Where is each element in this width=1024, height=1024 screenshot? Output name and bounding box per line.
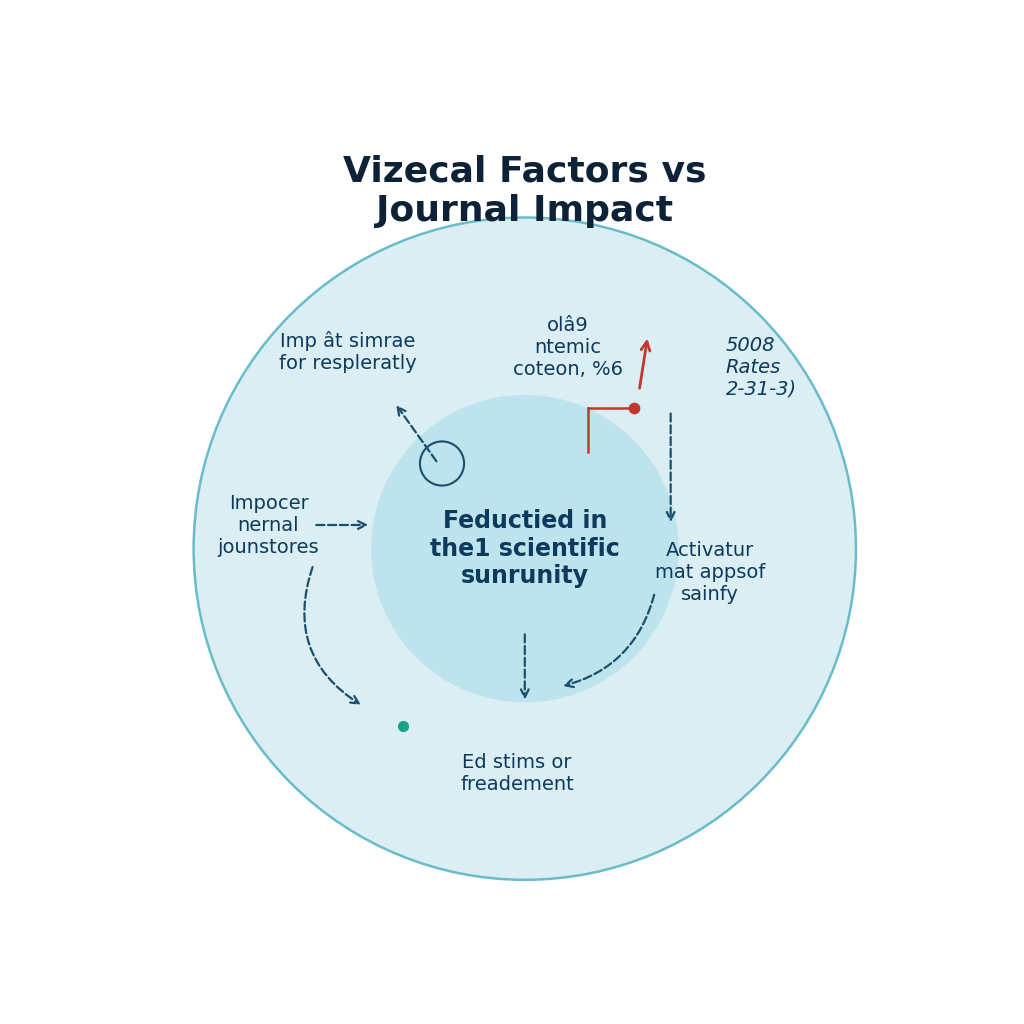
Text: Imp ât simrae
for respleratly: Imp ât simrae for respleratly [279,331,417,373]
Circle shape [194,217,856,880]
Text: Ed stims or
freadement: Ed stims or freadement [460,753,573,794]
Circle shape [371,395,679,702]
Point [626,400,642,417]
Text: Feductied in
the1 scientific
sunrunity: Feductied in the1 scientific sunrunity [430,509,620,589]
Text: Impocer
nernal
jounstores: Impocer nernal jounstores [218,494,319,556]
Text: Vizecal Factors vs
Journal Impact: Vizecal Factors vs Journal Impact [343,155,707,227]
Text: 5008
Rates
2-31-3): 5008 Rates 2-31-3) [726,336,797,398]
Text: Activatur
mat appsof
sainfy: Activatur mat appsof sainfy [655,541,765,604]
Point [394,718,411,734]
Text: olâ9
ntemic
coteon, %6: olâ9 ntemic coteon, %6 [513,316,624,379]
